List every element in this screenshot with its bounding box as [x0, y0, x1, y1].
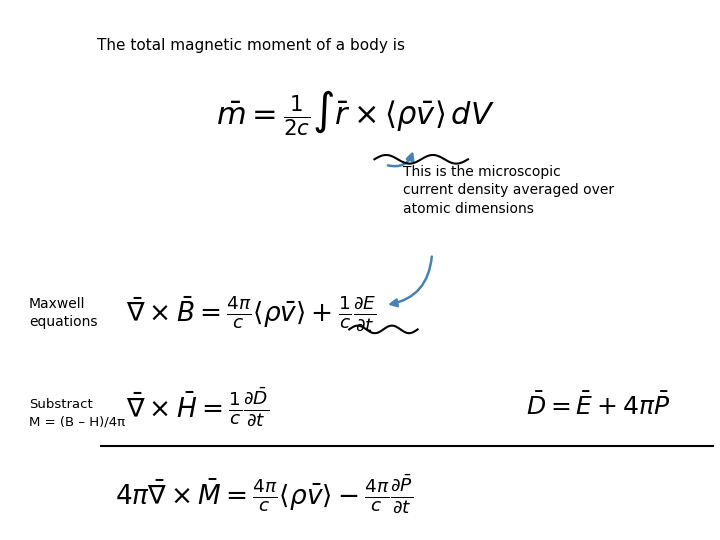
Text: Substract
M = (B – H)/4π: Substract M = (B – H)/4π [29, 398, 125, 428]
Text: $\bar{D} = \bar{E} + 4\pi\bar{P}$: $\bar{D} = \bar{E} + 4\pi\bar{P}$ [526, 394, 670, 421]
FancyArrowPatch shape [388, 154, 413, 166]
Text: Maxwell
equations: Maxwell equations [29, 297, 97, 329]
Text: The total magnetic moment of a body is: The total magnetic moment of a body is [97, 38, 405, 53]
Text: $\bar{\nabla}\times\bar{B} = \frac{4\pi}{c}\langle\rho\bar{v}\rangle + \frac{1}{: $\bar{\nabla}\times\bar{B} = \frac{4\pi}… [126, 293, 377, 333]
Text: $4\pi\bar{\nabla}\times\bar{M} = \frac{4\pi}{c}\langle\rho\bar{v}\rangle - \frac: $4\pi\bar{\nabla}\times\bar{M} = \frac{4… [115, 472, 413, 516]
Text: $\bar{\nabla}\times\bar{H} = \frac{1}{c}\frac{\partial\bar{D}}{\partial t}$: $\bar{\nabla}\times\bar{H} = \frac{1}{c}… [126, 386, 269, 429]
Text: This is the microscopic
current density averaged over
atomic dimensions: This is the microscopic current density … [403, 165, 614, 215]
Text: $\bar{m} = \frac{1}{2c}\int \bar{r} \times \langle\rho\bar{v}\rangle\,dV$: $\bar{m} = \frac{1}{2c}\int \bar{r} \tim… [216, 89, 495, 138]
FancyArrowPatch shape [391, 256, 432, 306]
